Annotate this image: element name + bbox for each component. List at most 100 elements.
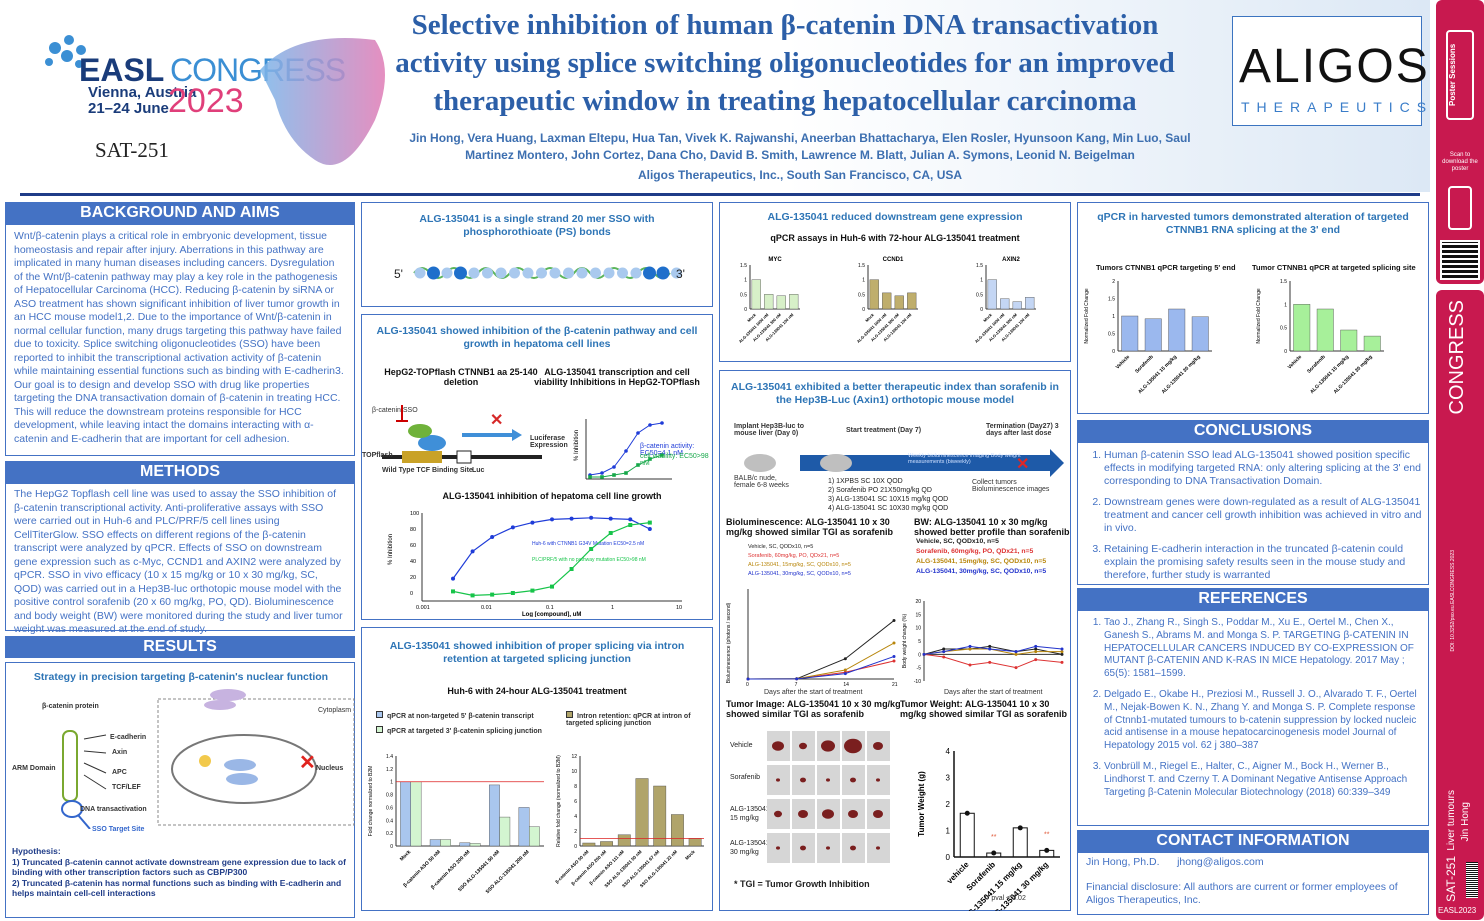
y-tick: 1.5 xyxy=(1108,297,1115,303)
invivo-panel: ALG-135041 exhibited a better therapeuti… xyxy=(719,370,1071,911)
phone-icon xyxy=(1448,186,1472,230)
y-tick: 0.5 xyxy=(1280,326,1287,332)
topic-label: Liver tumours xyxy=(1446,790,1457,851)
x-tick: 10 xyxy=(676,605,682,611)
arm-label: ARM Domain xyxy=(12,765,56,772)
bar xyxy=(764,294,774,310)
viability-point xyxy=(624,471,628,475)
category-label: Mock xyxy=(746,312,757,323)
bar xyxy=(688,838,702,847)
arm-2: 2) Sorafenib PO 21X50mg/kg QD xyxy=(828,487,932,494)
bl-point xyxy=(892,619,896,622)
tumor-qpcr-panel: qPCR in harvested tumors demonstrated al… xyxy=(1077,202,1429,414)
activity-point xyxy=(612,465,616,469)
easl-dots-icon xyxy=(45,35,86,68)
bw-point xyxy=(1034,647,1038,651)
y-tick: 0.2 xyxy=(386,831,393,837)
cytoplasm-label: Cytoplasm xyxy=(318,707,352,714)
bw-point xyxy=(1014,650,1018,654)
y-tick: 8 xyxy=(574,784,577,790)
reference-1: Tao J., Zhang R., Singh S., Poddar M., X… xyxy=(1104,617,1422,681)
bl-point xyxy=(795,677,799,681)
qr-code-icon[interactable] xyxy=(1440,240,1480,280)
nucleotide-bead xyxy=(468,267,480,279)
tgi-note: * TGI = Tumor Growth Inhibition xyxy=(734,879,870,889)
invivo-title: ALG-135041 exhibited a better therapeuti… xyxy=(731,381,1059,406)
category-label: β-catenin ASO 50 nM xyxy=(554,849,589,884)
y-tick: 1 xyxy=(1284,302,1287,308)
growth-legend: Huh-6 with CTNNB1 G34V Mutation EC50=2.5… xyxy=(532,541,644,547)
legend-target-text: qPCR at targeted 3' β-catenin splicing j… xyxy=(387,728,542,735)
hypothesis-1: 1) Truncated β-catenin cannot activate d… xyxy=(12,856,346,878)
references-panel: REFERENCES Tao J., Zhang R., Singh S., P… xyxy=(1077,588,1429,826)
affiliation: Aligos Therapeutics, Inc., South San Fra… xyxy=(637,168,963,182)
y-tick: 100 xyxy=(410,511,419,517)
growth-point xyxy=(589,547,594,551)
y-tick: 5 xyxy=(918,639,921,645)
viability-point xyxy=(600,475,604,479)
contact-email[interactable]: jhong@aligos.com xyxy=(1177,856,1264,868)
strategy-diagram: ✕ xyxy=(61,689,355,829)
viability-point xyxy=(660,453,664,457)
bl-point xyxy=(843,668,847,672)
topflash-subtitle: HepG2-TOPflash CTNNB1 aa 25-140 deletion xyxy=(384,367,538,387)
y-tick: 6 xyxy=(574,799,577,805)
event-year: 2023 xyxy=(168,82,244,120)
bar xyxy=(751,279,761,310)
bw-point xyxy=(942,647,946,651)
bl-leg-1: Vehicle, SC, QODx10, n=5 xyxy=(748,544,814,550)
y-tick: 2 xyxy=(574,829,577,835)
y-tick: 0 xyxy=(946,853,951,862)
sidebar-congress-text: CONGRESS xyxy=(1446,300,1468,415)
category-label: Mock xyxy=(982,312,993,323)
chart-title: AXIN2 xyxy=(1002,257,1020,263)
author-label: Jin Hong xyxy=(1460,802,1471,842)
splicing-subtitle: Huh-6 with 24-hour ALG-135041 treatment xyxy=(447,686,627,696)
svg-text:✕: ✕ xyxy=(490,412,503,429)
tw-bar xyxy=(959,812,975,858)
sso-strand-diagram xyxy=(413,266,682,280)
bw-title: BW: ALG-135041 10 x 30 mg/kg showed bett… xyxy=(914,517,1070,537)
bar xyxy=(489,784,500,847)
bl-leg-2: Sorafenib, 60mg/kg, PO, QDx21, n=5 xyxy=(748,553,840,559)
growth-legend: PLC/PRF/5 with no pathway mutation EC50>… xyxy=(532,557,646,563)
bar xyxy=(1293,304,1311,352)
bar xyxy=(1121,315,1139,352)
bl-point xyxy=(843,672,847,676)
y-tick: 40 xyxy=(410,559,416,565)
nucleotide-bead xyxy=(643,266,656,280)
y-tick: 0.5 xyxy=(1108,332,1115,338)
bw-point xyxy=(1014,652,1018,656)
arm-4: 4) ALG-135041 SC 10X30 mg/kg QOD xyxy=(828,505,949,512)
sso-panel-title: ALG-135041 is a single strand 20 mer SSO… xyxy=(419,213,655,238)
bar xyxy=(894,295,904,310)
bar xyxy=(617,834,631,847)
ti-title: Tumor Image: ALG-135041 10 x 30 mg/kg sh… xyxy=(726,699,901,719)
contact-panel: CONTACT INFORMATION Jin Hong, Ph.D. jhon… xyxy=(1077,830,1429,915)
sidebar-code: SAT-251 xyxy=(1444,856,1458,902)
tumor-specimen xyxy=(822,809,834,819)
bar xyxy=(907,292,917,310)
results-heading: RESULTS xyxy=(5,636,355,658)
viability-point xyxy=(588,475,592,479)
splicing-title: ALG-135041 showed inhibition of proper s… xyxy=(389,640,685,665)
activity-point xyxy=(600,471,604,475)
y-tick: 20 xyxy=(410,575,416,581)
y-tick: 4 xyxy=(946,747,951,756)
bar xyxy=(776,295,786,310)
tumor-specimen xyxy=(772,741,784,751)
bar xyxy=(499,816,511,847)
y-tick: 2 xyxy=(1112,279,1115,285)
growth-point xyxy=(510,525,515,530)
tw-point xyxy=(1044,847,1050,853)
axin-label: Axin xyxy=(112,749,128,756)
bar xyxy=(789,294,799,310)
downstream-title: ALG-135041 reduced downstream gene expre… xyxy=(767,211,1023,223)
growth-point xyxy=(647,527,652,531)
growth-chart: 0 20 40 60 80 100 0.001 0.01 0.1 1 10 Log [compound… xyxy=(388,511,682,617)
bar xyxy=(1316,308,1334,352)
bw-point xyxy=(1060,652,1064,656)
y-tick: 1.4 xyxy=(386,754,393,760)
poster-sessions-logo: Poster Sessions xyxy=(1446,30,1474,120)
